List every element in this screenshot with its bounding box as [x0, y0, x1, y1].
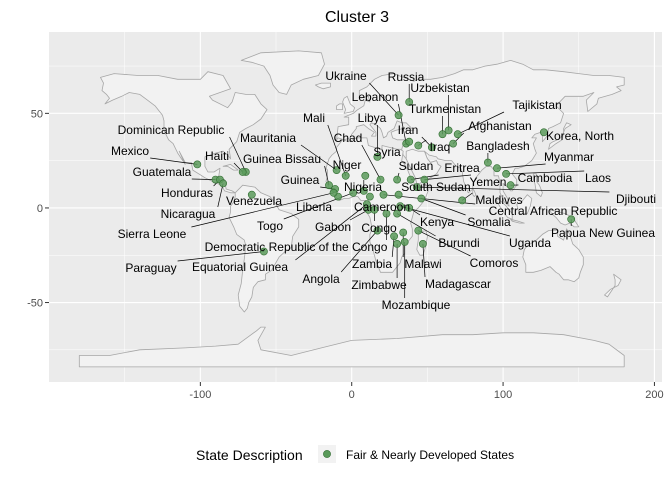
point-sierra-leone [330, 189, 337, 196]
label-somalia: Somalia [467, 215, 511, 229]
label-djibouti: Djibouti [616, 192, 656, 206]
label-guatemala: Guatemala [133, 165, 192, 179]
label-haiti: Haiti [205, 149, 229, 163]
point-cambodia [507, 182, 514, 189]
label-sierra-leone: Sierra Leone [118, 227, 187, 241]
point-maldives [459, 197, 466, 204]
label-bangladesh: Bangladesh [466, 139, 529, 153]
x-tick-label: 200 [645, 389, 663, 401]
point-tajikistan [454, 131, 461, 138]
label-iraq: Iraq [430, 140, 451, 154]
point-syria [406, 138, 413, 145]
label-uganda: Uganda [509, 236, 551, 250]
chart-title: Cluster 3 [325, 9, 389, 26]
point-nicaragua [220, 180, 227, 187]
label-south-sudan: South Sudan [401, 180, 470, 194]
point-afghanistan [450, 140, 457, 147]
point-mali [342, 172, 349, 179]
label-uzbekistan: Uzbekistan [410, 81, 469, 95]
point-ukraine [395, 112, 402, 119]
point-malawi [400, 229, 407, 236]
y-tick-label: 50 [31, 108, 43, 120]
label-angola: Angola [302, 272, 340, 286]
label-equatorial-guinea: Equatorial Guinea [192, 260, 288, 274]
legend: State Description Fair & Nearly Develope… [196, 445, 514, 463]
point-mozambique [401, 238, 408, 245]
label-burundi: Burundi [438, 236, 479, 250]
x-tick-label: 100 [494, 389, 512, 401]
label-cambodia: Cambodia [518, 171, 573, 185]
label-libya: Libya [358, 111, 387, 125]
label-myanmar: Myanmar [544, 150, 594, 164]
point-somalia [418, 195, 425, 202]
label-venezuela: Venezuela [226, 194, 282, 208]
point-sudan [394, 176, 401, 183]
label-paraguay: Paraguay [125, 261, 176, 275]
point-haiti [239, 168, 246, 175]
point-myanmar [493, 165, 500, 172]
label-mali: Mali [303, 111, 325, 125]
label-comoros: Comoros [470, 256, 519, 270]
point-iraq [415, 142, 422, 149]
label-honduras: Honduras [161, 186, 213, 200]
label-lebanon: Lebanon [352, 90, 399, 104]
label-laos: Laos [585, 171, 611, 185]
label-democratic-republic-of-the-congo: Democratic Republic of the Congo [205, 240, 388, 254]
label-congo: Congo [361, 221, 397, 235]
label-zambia: Zambia [352, 257, 392, 271]
legend-item-label: Fair & Nearly Developed States [346, 448, 514, 462]
label-papua-new-guinea: Papua New Guinea [551, 226, 655, 240]
x-tick-label: 0 [349, 389, 355, 401]
label-niger: Niger [333, 158, 362, 172]
label-mauritania: Mauritania [240, 131, 296, 145]
point-bangladesh [484, 159, 491, 166]
label-korea-north: Korea, North [546, 129, 614, 143]
label-tajikistan: Tajikistan [512, 98, 561, 112]
label-turkmenistan: Turkmenistan [409, 102, 481, 116]
point-niger [362, 172, 369, 179]
label-nicaragua: Nicaragua [161, 207, 216, 221]
label-cameroon: Cameroon [354, 200, 410, 214]
label-madagascar: Madagascar [425, 277, 491, 291]
label-afghanistan: Afghanistan [468, 119, 531, 133]
label-malawi: Malawi [404, 257, 441, 271]
point-zimbabwe [394, 240, 401, 247]
y-tick-label: 0 [37, 203, 43, 215]
label-iran: Iran [398, 123, 419, 137]
label-mozambique: Mozambique [382, 298, 451, 312]
point-madagascar [419, 240, 426, 247]
label-ukraine: Ukraine [325, 69, 367, 83]
label-yemen: Yemen [470, 175, 507, 189]
point-turkmenistan [439, 131, 446, 138]
label-liberia: Liberia [296, 200, 332, 214]
label-togo: Togo [257, 219, 283, 233]
x-tick-label: -100 [189, 389, 211, 401]
label-gabon: Gabon [315, 220, 351, 234]
legend-title: State Description [196, 447, 303, 463]
label-guinea: Guinea [281, 173, 320, 187]
label-chad: Chad [334, 131, 363, 145]
label-mexico: Mexico [111, 144, 149, 158]
y-tick-label: -50 [27, 298, 43, 310]
label-syria: Syria [373, 145, 401, 159]
label-kenya: Kenya [420, 215, 454, 229]
label-dominican-republic: Dominican Republic [118, 123, 225, 137]
label-nigeria: Nigeria [344, 180, 382, 194]
label-sudan: Sudan [399, 159, 434, 173]
legend-point-marker [323, 450, 330, 457]
point-mexico [194, 161, 201, 168]
label-eritrea: Eritrea [444, 161, 480, 175]
label-guinea-bissau: Guinea Bissau [243, 152, 321, 166]
label-zimbabwe: Zimbabwe [351, 278, 407, 292]
